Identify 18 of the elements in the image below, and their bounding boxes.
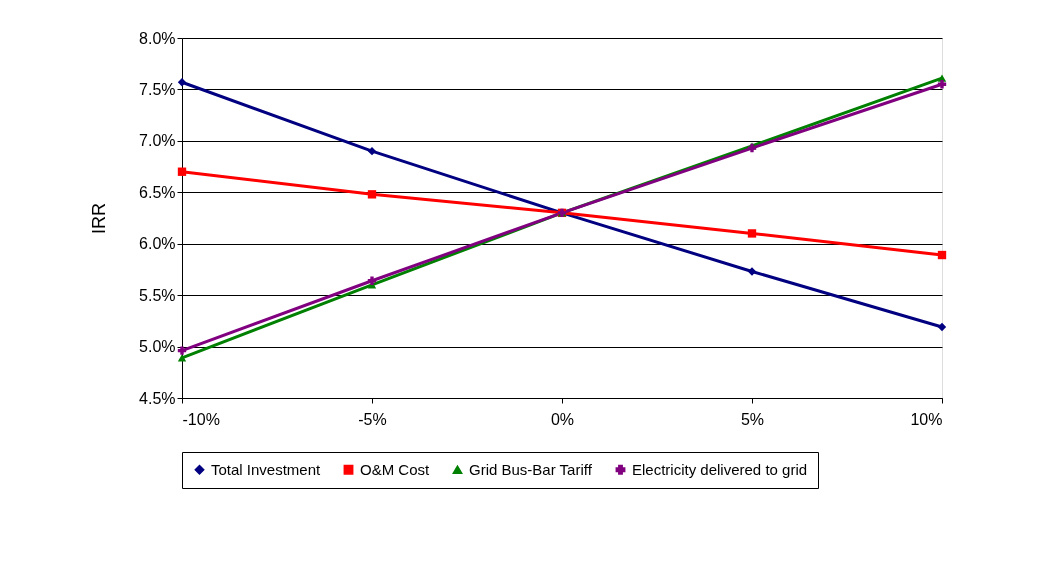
- x-tick-label: 10%: [910, 410, 943, 428]
- y-tick-label: 6.5%: [139, 183, 176, 201]
- x-tick-label: 5%: [740, 410, 765, 428]
- y-tick-label: 8.0%: [139, 29, 176, 47]
- legend-label: Grid Bus-Bar Tariff: [469, 460, 593, 478]
- y-tick-label: 7.0%: [139, 132, 176, 150]
- x-tick-label: -10%: [182, 410, 220, 428]
- legend-label: Total Investment: [211, 460, 322, 478]
- legend-label: O&M Cost: [360, 460, 431, 478]
- y-tick-label: 5.5%: [139, 286, 176, 304]
- y-tick-label: 7.5%: [139, 80, 176, 98]
- x-tick-label: -5%: [358, 410, 387, 428]
- y-tick-label: 5.0%: [139, 338, 176, 356]
- legend-label: Electricity delivered to grid: [632, 460, 808, 478]
- y-axis-title: IRR: [89, 203, 110, 234]
- y-tick-label: 6.0%: [139, 235, 176, 253]
- y-tick-label: 4.5%: [139, 389, 176, 407]
- x-tick-label: 0%: [550, 410, 575, 428]
